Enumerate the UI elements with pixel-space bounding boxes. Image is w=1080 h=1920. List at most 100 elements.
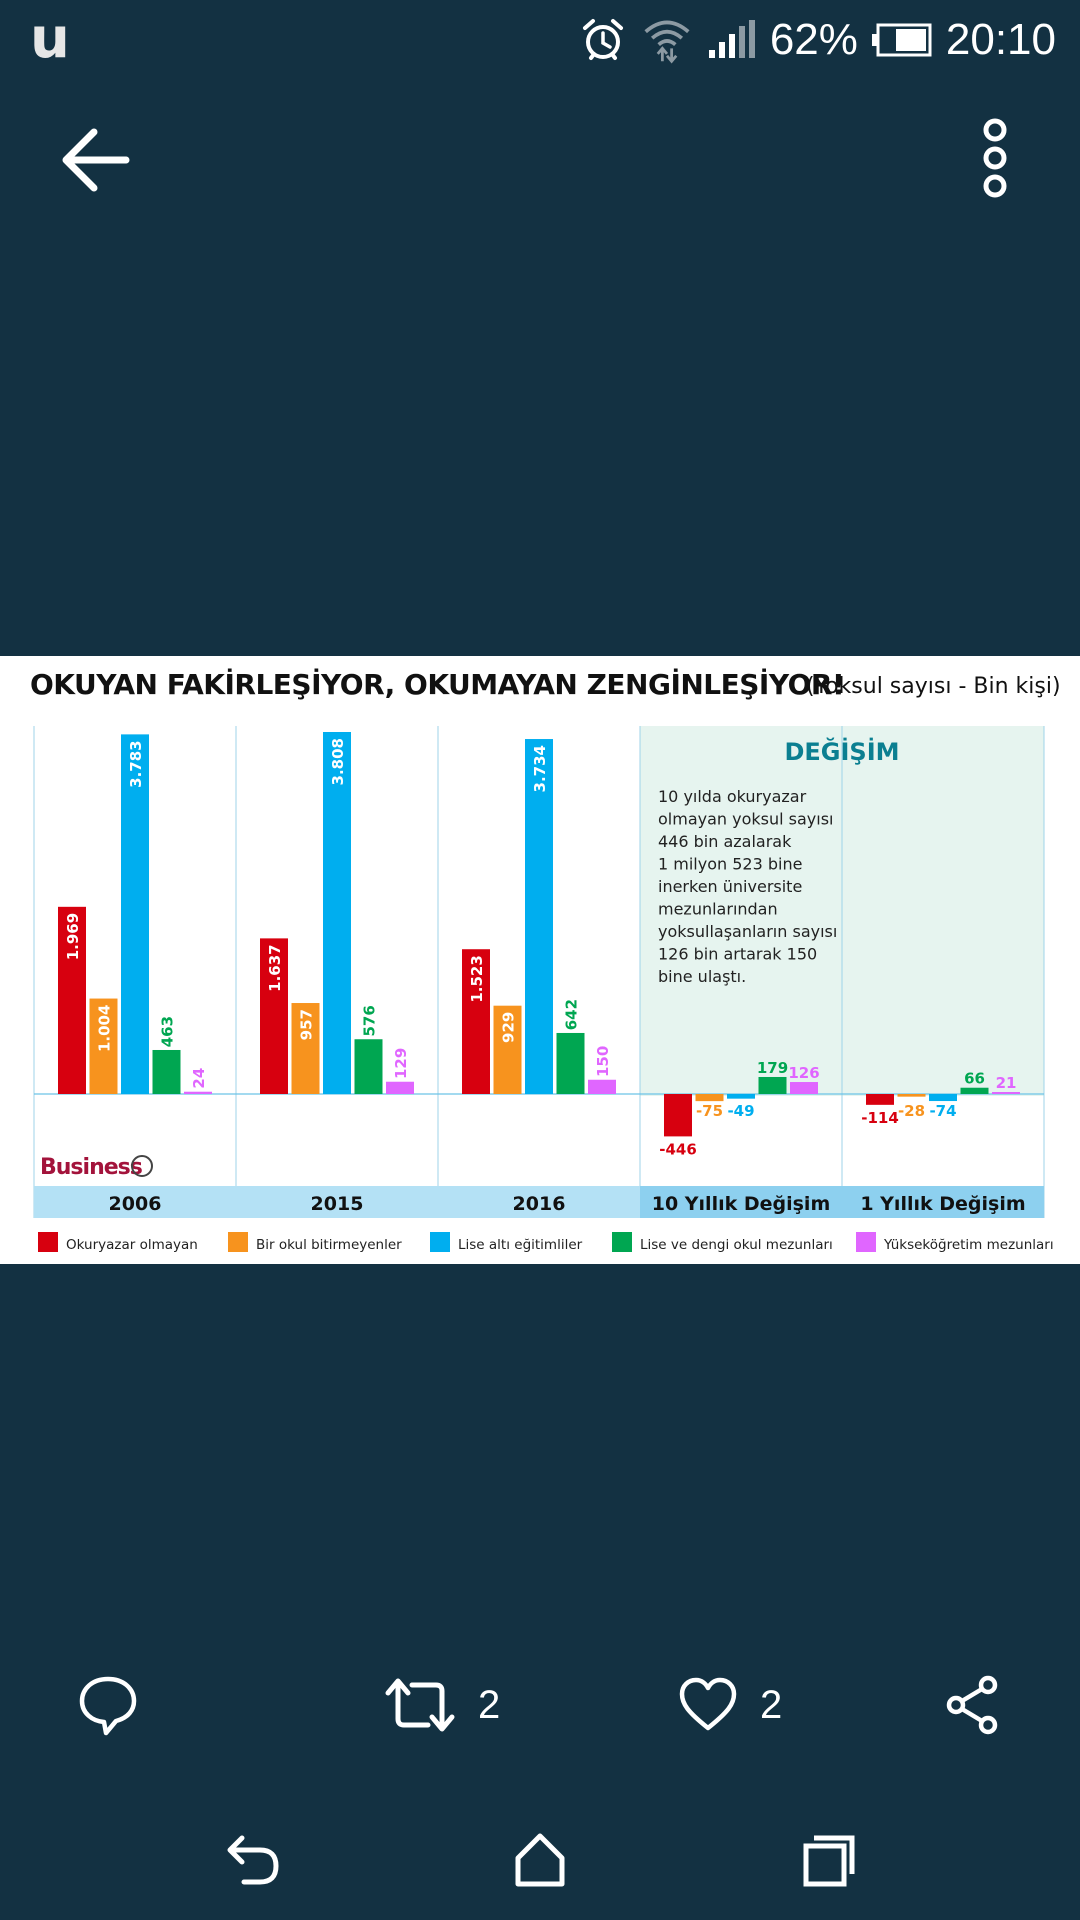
bar-y-ksek-retim-mezunlar- <box>184 1091 212 1094</box>
data-label: -114 <box>861 1109 899 1127</box>
nav-home-icon <box>515 1833 565 1887</box>
tweet-actions: 2 2 <box>0 1660 1080 1750</box>
app-logo: u <box>30 6 70 71</box>
retweet-icon <box>385 1678 455 1732</box>
category-band <box>236 1186 438 1218</box>
category-label: 2006 <box>109 1193 162 1215</box>
bar-lise-alt-e-itimliler <box>727 1094 755 1099</box>
bar-bir-okul-bitirmeyenler <box>493 1005 522 1094</box>
like-button[interactable]: 2 <box>678 1660 782 1750</box>
bar-okuryazar-olmayan <box>260 938 288 1094</box>
bar-bir-okul-bitirmeyenler <box>897 1094 926 1097</box>
legend-label: Lise altı eğitimliler <box>458 1237 583 1253</box>
bar-okuryazar-olmayan <box>462 949 490 1094</box>
like-count: 2 <box>760 1682 783 1727</box>
bar-y-ksek-retim-mezunlar- <box>790 1082 818 1094</box>
retweet-count: 2 <box>478 1682 501 1727</box>
nav-recents-button[interactable] <box>788 1820 868 1900</box>
note-line: mezunlarından <box>658 900 778 919</box>
note-line: 1 milyon 523 bine <box>658 855 802 874</box>
retweet-button[interactable]: 2 <box>384 1660 500 1750</box>
alarm-icon <box>578 15 628 65</box>
data-label: 179 <box>757 1059 788 1077</box>
legend-swatch <box>38 1232 58 1252</box>
data-label: -28 <box>898 1102 925 1120</box>
back-button[interactable] <box>56 120 146 200</box>
bar-okuryazar-olmayan <box>664 1094 692 1137</box>
data-label: 929 <box>500 1012 518 1043</box>
bar-okuryazar-olmayan <box>58 906 86 1094</box>
category-band <box>842 1186 1044 1218</box>
bar-lise-ve-dengi-okul-mezunlar- <box>354 1039 383 1094</box>
category-label: 2015 <box>311 1193 364 1215</box>
battery-icon <box>871 15 932 65</box>
data-label: 21 <box>996 1074 1017 1092</box>
nav-back-icon <box>227 1835 279 1885</box>
note-line: 10 yılda okuryazar <box>658 787 807 806</box>
category-band <box>34 1186 236 1218</box>
category-label: 1 Yıllık Değişim <box>860 1193 1025 1215</box>
change-header: DEĞİŞİM <box>784 736 899 766</box>
data-label: 957 <box>298 1009 316 1040</box>
data-label: 126 <box>788 1064 819 1082</box>
legend-label: Lise ve dengi okul mezunları <box>640 1237 833 1253</box>
status-icons: 62% 20:10 <box>578 10 1056 70</box>
share-icon <box>946 1675 998 1735</box>
bar-lise-ve-dengi-okul-mezunlar- <box>758 1076 787 1094</box>
note-line: 446 bin azalarak <box>658 832 792 851</box>
legend-label: Bir okul bitirmeyenler <box>256 1237 402 1253</box>
bar-lise-ve-dengi-okul-mezunlar- <box>152 1049 181 1094</box>
data-label: 66 <box>964 1070 985 1088</box>
data-label: 3.783 <box>127 740 145 787</box>
more-vertical-icon <box>983 118 1007 198</box>
bar-okuryazar-olmayan <box>866 1094 894 1105</box>
bar-lise-ve-dengi-okul-mezunlar- <box>556 1032 585 1094</box>
signal-icon <box>706 15 756 65</box>
category-band <box>640 1186 842 1218</box>
data-label: 642 <box>563 999 581 1030</box>
bar-lise-alt-e-itimliler <box>121 734 149 1094</box>
bar-bir-okul-bitirmeyenler <box>89 998 118 1094</box>
data-label: 1.637 <box>266 944 284 991</box>
note-line: inerken üniversite <box>658 877 802 896</box>
wifi-icon <box>642 15 692 65</box>
data-label: -75 <box>696 1102 723 1120</box>
chart-title: OKUYAN FAKİRLEŞİYOR, OKUMAYAN ZENGİNLEŞİ… <box>30 668 845 701</box>
battery-percent: 62% <box>769 15 858 64</box>
more-options-button[interactable] <box>960 110 1030 210</box>
data-label: 3.808 <box>329 738 347 785</box>
logo-emblem-icon <box>131 1155 153 1177</box>
note-line: yoksullaşanların sayısı <box>658 922 837 941</box>
bar-lise-alt-e-itimliler <box>525 739 553 1094</box>
data-label: -446 <box>659 1140 697 1158</box>
category-label: 2016 <box>513 1193 566 1215</box>
nav-home-button[interactable] <box>500 1820 580 1900</box>
arrow-left-icon <box>62 128 130 192</box>
data-label: 3.734 <box>531 745 549 792</box>
chart-subtitle: (Yoksul sayısı - Bin kişi) <box>806 674 1061 699</box>
bar-y-ksek-retim-mezunlar- <box>386 1081 414 1094</box>
bar-chart: 2006 2015 2016 10 Yıllık Değişim 1 Yıllık De… <box>33 726 1054 1253</box>
nav-recents-icon <box>803 1835 855 1887</box>
legend-swatch <box>228 1232 248 1252</box>
data-label: 463 <box>159 1016 177 1047</box>
share-button[interactable] <box>944 1660 1002 1750</box>
legend-label: Okuryazar olmayan <box>66 1237 198 1253</box>
bar-lise-alt-e-itimliler <box>323 732 351 1094</box>
data-label: -74 <box>929 1102 956 1120</box>
bar-bir-okul-bitirmeyenler <box>695 1094 724 1102</box>
reply-button[interactable] <box>76 1660 140 1750</box>
heart-icon <box>679 1677 737 1731</box>
legend-swatch <box>430 1232 450 1252</box>
nav-back-button[interactable] <box>212 1820 292 1900</box>
category-band <box>438 1186 640 1218</box>
bar-lise-ve-dengi-okul-mezunlar- <box>960 1087 989 1094</box>
data-label: 24 <box>190 1068 208 1089</box>
bar-y-ksek-retim-mezunlar- <box>992 1092 1020 1094</box>
data-label: 1.523 <box>468 955 486 1002</box>
note-line: 126 bin artarak 150 <box>658 945 817 964</box>
category-label: 10 Yıllık Değişim <box>652 1193 831 1215</box>
note-line: olmayan yoksul sayısı <box>658 810 834 829</box>
data-label: -49 <box>727 1102 754 1120</box>
